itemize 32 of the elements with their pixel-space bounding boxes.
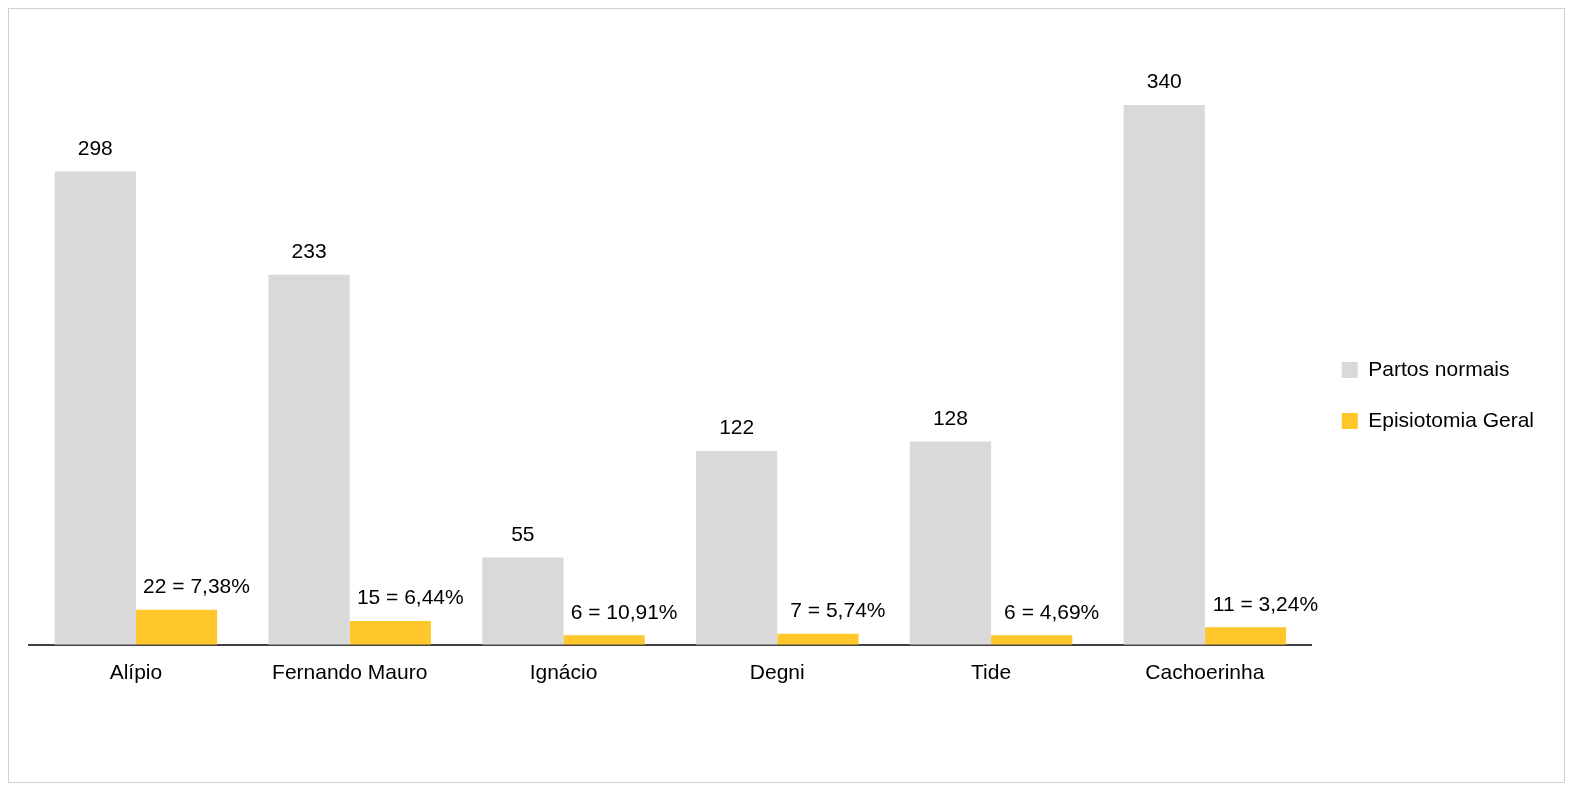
bar xyxy=(135,609,218,645)
bar xyxy=(54,171,136,645)
x-tick-label: Degni xyxy=(749,660,805,684)
x-tick-label: Tide xyxy=(971,660,1012,684)
bar xyxy=(482,557,564,645)
bar xyxy=(1204,627,1287,645)
data-label: 128 xyxy=(932,405,968,429)
bar xyxy=(909,441,992,645)
data-label: 7 = 5,74% xyxy=(790,597,886,621)
data-label: 55 xyxy=(511,521,535,545)
data-label: 340 xyxy=(1146,69,1182,93)
bar xyxy=(991,635,1073,645)
bar xyxy=(696,451,778,645)
data-label: 233 xyxy=(291,239,327,263)
bar xyxy=(268,274,350,645)
bar xyxy=(777,633,859,645)
x-tick-label: Alípio xyxy=(109,660,163,684)
data-label: 6 = 4,69% xyxy=(1004,599,1100,623)
x-tick-label: Ignácio xyxy=(529,660,598,684)
data-label: 22 = 7,38% xyxy=(143,574,250,598)
data-label: 298 xyxy=(77,135,113,159)
x-tick-label: Cachoerinha xyxy=(1145,660,1265,684)
data-label: 11 = 3,24% xyxy=(1212,591,1319,615)
bar xyxy=(563,635,645,645)
bar xyxy=(349,620,431,645)
bar xyxy=(1123,104,1205,645)
data-label: 6 = 10,91% xyxy=(570,599,678,623)
data-label: 15 = 6,44% xyxy=(356,585,464,609)
data-label: 122 xyxy=(719,415,755,439)
x-tick-label: Fernando Mauro xyxy=(272,660,428,684)
legend-label: Episiotomia Geral xyxy=(1368,407,1534,431)
legend-label: Partos normais xyxy=(1368,356,1510,380)
